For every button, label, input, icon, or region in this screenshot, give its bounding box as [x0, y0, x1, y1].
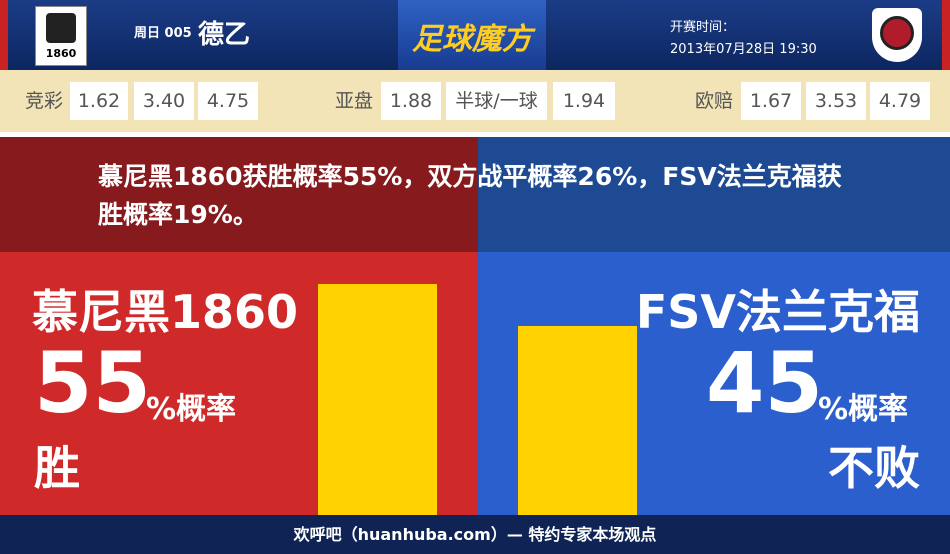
odds-value: 半球/一球: [446, 82, 547, 120]
header-stripe: [942, 0, 950, 70]
home-unit: %概率: [146, 392, 237, 427]
away-name: FSV法兰克福: [635, 285, 920, 339]
odds-value: 1.62: [70, 82, 128, 120]
odds-label: 欧赔: [695, 90, 734, 112]
summary-right: [478, 137, 950, 252]
summary: 慕尼黑1860获胜概率55%，双方战平概率26%，FSV法兰克福获胜概率19%。: [98, 162, 842, 229]
home-result: 胜: [34, 441, 80, 495]
logo-lion: [46, 13, 76, 43]
away-percent: 45: [706, 334, 823, 432]
match-day: 周日 005: [134, 26, 192, 41]
time: 2013年07月28日 19:30: [670, 42, 817, 57]
brand-panel: [398, 0, 546, 70]
logo-text: 1860: [45, 47, 77, 60]
footer: [0, 515, 950, 554]
header-stripe: [0, 0, 8, 70]
away-result: 不败: [828, 441, 920, 495]
league: 德乙: [198, 20, 251, 50]
time-label: 开赛时间：: [670, 20, 736, 35]
footer-text: 欢呼吧（huanhuba.com）— 特约专家本场观点: [293, 525, 657, 544]
odds-value: 4.79: [870, 82, 930, 120]
odds-value: 1.94: [553, 82, 615, 120]
odds-value: 1.88: [381, 82, 441, 120]
logo-emblem: [880, 16, 914, 50]
brand: 足球魔方: [412, 22, 532, 57]
probability-bar: [518, 326, 637, 515]
home-percent: 55: [34, 334, 151, 432]
away-logo: [872, 8, 922, 62]
odds-label: 亚盘: [335, 90, 374, 112]
home-name: 慕尼黑1860: [32, 285, 299, 339]
odds-value: 3.40: [134, 82, 194, 120]
odds-value: 4.75: [198, 82, 258, 120]
summary-left: [0, 137, 478, 252]
odds-value: 1.67: [741, 82, 801, 120]
away-unit: %概率: [818, 392, 909, 427]
home-logo: 1860: [35, 6, 87, 66]
odds-value: 3.53: [806, 82, 866, 120]
odds-label: 竞彩: [25, 90, 64, 112]
probability-bar: [318, 284, 437, 515]
